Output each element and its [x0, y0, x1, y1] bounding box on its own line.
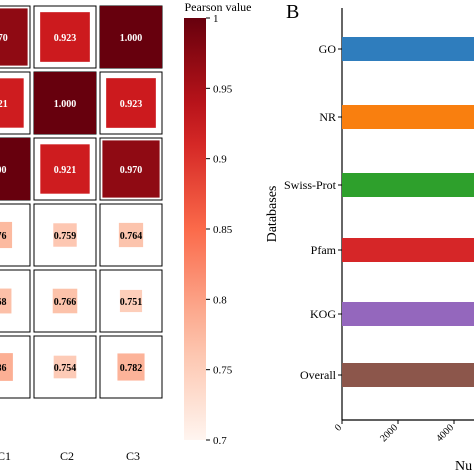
heatmap-cell-square	[40, 144, 90, 194]
bar-chart-panel: BGONRSwiss-ProtPfamKOGOverall02000400060…	[265, 1, 474, 474]
heatmap-cell-label: 0.970	[120, 165, 143, 176]
heatmap-cell-square	[0, 78, 24, 128]
heatmap-cell-square	[0, 288, 12, 314]
heatmap-cell-label: 0.751	[120, 297, 143, 308]
heatmap-cell-label: .921	[0, 99, 8, 110]
heatmap-cell-square	[102, 140, 160, 198]
heatmap-cell-square	[34, 72, 96, 134]
heatmap-cell-label: 1.000	[120, 33, 143, 44]
heatmap-cell-label: .970	[0, 33, 8, 44]
x-axis-label: Nu	[455, 459, 472, 474]
colorbar-tick-label: 0.7	[213, 435, 227, 447]
colorbar-bar	[184, 18, 206, 440]
heatmap-cell-label: 0.923	[120, 99, 143, 110]
colorbar-tick-label: 0.95	[213, 83, 233, 95]
panel-label: B	[286, 1, 299, 23]
heatmap-cell-square	[0, 8, 28, 66]
heatmap-cell-square	[0, 353, 13, 381]
heatmap-cell-label: 0.759	[54, 231, 77, 242]
x-tick-label: 2000	[378, 422, 400, 444]
colorbar-tick-label: 0.8	[213, 294, 227, 306]
bar	[342, 173, 474, 197]
bar	[342, 363, 474, 387]
x-tick-label: 4000	[434, 422, 456, 444]
heatmap-cell-square	[40, 12, 90, 62]
heatmap-cell-label: 768	[0, 297, 7, 308]
heatmap-cell-square	[53, 223, 77, 247]
heatmap-cell-label: 0.782	[120, 363, 143, 374]
bar	[342, 238, 474, 262]
heatmap-cell-label: 0.766	[54, 297, 77, 308]
colorbar-tick-label: 0.75	[213, 365, 233, 377]
heatmap-cell-label: 1.000	[54, 99, 77, 110]
y-axis-label: Databases	[265, 186, 280, 243]
y-tick-label: Pfam	[311, 243, 337, 257]
heatmap-cell-label: 0.764	[120, 231, 143, 242]
colorbar-tick-label: 1	[213, 13, 219, 25]
bar	[342, 37, 474, 61]
heatmap-panel: .970 0.923 1.000 .921 1.000 0.923 000 0.921 0.97…	[0, 5, 163, 463]
y-tick-label: GO	[319, 42, 337, 56]
heatmap-cell-square	[53, 355, 77, 379]
y-tick-label: Swiss-Prot	[284, 178, 337, 192]
heatmap-cell-square	[100, 6, 162, 68]
bar	[342, 105, 474, 129]
heatmap-cell-square	[118, 222, 144, 248]
heatmap-cell-square	[106, 78, 156, 128]
heatmap-cell-border	[99, 203, 163, 267]
heatmap-cell-label: 000	[0, 165, 7, 176]
heatmap-cell-square	[119, 289, 143, 313]
heatmap-column-label: C3	[126, 449, 140, 463]
heatmap-cell-border	[99, 269, 163, 333]
heatmap-column-label: C2	[60, 449, 74, 463]
y-tick-label: NR	[319, 110, 336, 124]
heatmap-cell-label: 776	[0, 231, 7, 242]
heatmap-cell-border	[0, 203, 31, 267]
bar	[342, 302, 474, 326]
heatmap-column-label: C1	[0, 449, 11, 463]
heatmap-cell-square	[117, 353, 145, 381]
heatmap-cell-square	[0, 221, 13, 249]
heatmap-cell-label: 0.754	[54, 363, 77, 374]
heatmap-cell-square	[0, 138, 30, 200]
heatmap-cell-label: 0.921	[54, 165, 77, 176]
x-tick-label: 0	[333, 422, 344, 433]
heatmap-cell-label: 786	[0, 363, 7, 374]
y-tick-label: KOG	[310, 307, 336, 321]
colorbar-title: Pearson value	[185, 0, 252, 14]
colorbar-tick-label: 0.85	[213, 224, 233, 236]
y-tick-label: Overall	[300, 368, 337, 382]
heatmap-cell-square	[52, 288, 78, 314]
colorbar-tick-label: 0.9	[213, 154, 227, 166]
heatmap-cell-label: 0.923	[54, 33, 77, 44]
